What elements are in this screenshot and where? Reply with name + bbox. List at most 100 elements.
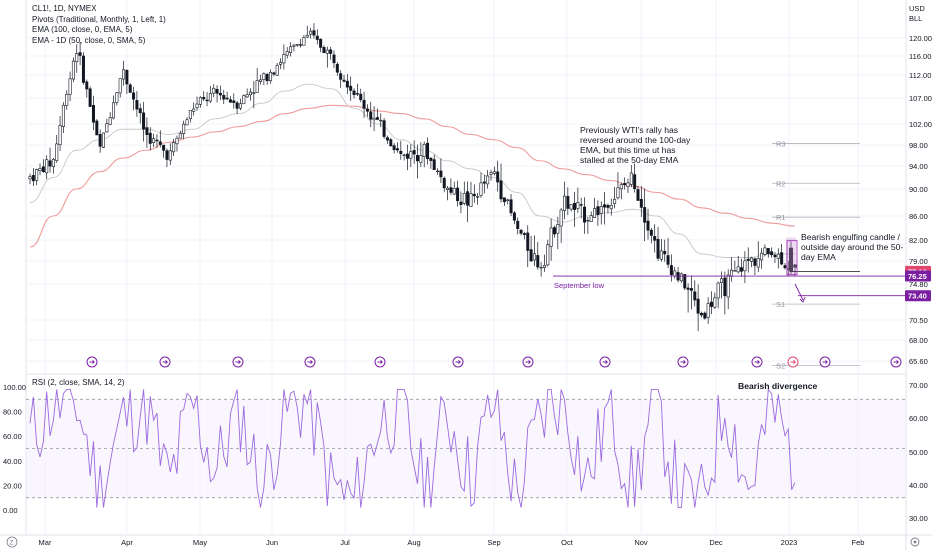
candle-body[interactable] <box>586 220 590 222</box>
candle-body[interactable] <box>609 204 613 210</box>
event-marker-icon[interactable] <box>787 356 799 368</box>
candle-body[interactable] <box>232 100 236 103</box>
candle-body[interactable] <box>730 269 734 277</box>
candle-body[interactable] <box>325 49 329 54</box>
candle-body[interactable] <box>138 108 142 114</box>
pivots-legend[interactable]: Pivots (Traditional, Monthly, 1, Left, 1… <box>32 14 166 24</box>
event-marker-icon[interactable] <box>86 356 98 368</box>
candle-body[interactable] <box>793 264 797 268</box>
candle-body[interactable] <box>395 148 399 151</box>
candle-body[interactable] <box>355 93 359 95</box>
candle-body[interactable] <box>245 94 249 98</box>
candle-body[interactable] <box>509 199 513 214</box>
candle-body[interactable] <box>669 265 673 275</box>
candle-body[interactable] <box>569 204 573 210</box>
candle-body[interactable] <box>399 150 403 154</box>
candle-body[interactable] <box>145 127 149 135</box>
candle-body[interactable] <box>282 54 286 64</box>
event-marker-icon[interactable] <box>232 356 244 368</box>
candle-body[interactable] <box>195 103 199 109</box>
candle-body[interactable] <box>128 84 132 93</box>
candle-body[interactable] <box>208 93 212 102</box>
candle-body[interactable] <box>492 171 496 174</box>
candle-body[interactable] <box>222 95 226 100</box>
candle-body[interactable] <box>770 251 774 256</box>
candle-body[interactable] <box>623 183 627 186</box>
event-marker-icon[interactable] <box>304 356 316 368</box>
candle-body[interactable] <box>616 187 620 199</box>
candle-body[interactable] <box>28 176 32 180</box>
candle-body[interactable] <box>352 90 356 95</box>
candle-body[interactable] <box>155 139 159 142</box>
event-marker-icon[interactable] <box>819 356 831 368</box>
candle-body[interactable] <box>522 233 526 235</box>
candle-body[interactable] <box>649 229 653 236</box>
candle-body[interactable] <box>726 274 730 298</box>
candle-body[interactable] <box>593 208 597 218</box>
candle-body[interactable] <box>419 155 423 163</box>
candle-body[interactable] <box>743 260 747 272</box>
candle-body[interactable] <box>289 46 293 53</box>
event-marker-icon[interactable] <box>159 356 171 368</box>
candle-body[interactable] <box>148 132 152 144</box>
candle-body[interactable] <box>673 270 677 277</box>
candle-body[interactable] <box>459 201 463 205</box>
candle-body[interactable] <box>760 252 764 261</box>
candle-body[interactable] <box>663 250 667 255</box>
candle-body[interactable] <box>335 63 339 73</box>
candle-body[interactable] <box>275 64 279 76</box>
candle-body[interactable] <box>542 265 546 268</box>
candle-body[interactable] <box>35 169 39 181</box>
candle-body[interactable] <box>175 137 179 145</box>
candle-body[interactable] <box>108 117 112 125</box>
candle-body[interactable] <box>198 97 202 105</box>
candle-body[interactable] <box>629 172 633 185</box>
event-marker-icon[interactable] <box>677 356 689 368</box>
candle-body[interactable] <box>218 92 222 96</box>
candle-body[interactable] <box>516 220 520 229</box>
candle-body[interactable] <box>188 110 192 119</box>
candle-body[interactable] <box>426 142 430 160</box>
candle-body[interactable] <box>88 88 92 107</box>
event-marker-icon[interactable] <box>452 356 464 368</box>
candle-body[interactable] <box>482 181 486 184</box>
event-markers[interactable] <box>86 356 902 368</box>
candle-body[interactable] <box>566 196 570 209</box>
candle-body[interactable] <box>309 30 313 35</box>
candle-body[interactable] <box>479 182 483 196</box>
candle-body[interactable] <box>165 150 169 160</box>
candle-body[interactable] <box>416 155 420 162</box>
candle-body[interactable] <box>436 170 440 173</box>
candle-body[interactable] <box>112 102 116 119</box>
candle-body[interactable] <box>456 187 460 202</box>
event-marker-icon[interactable] <box>374 356 386 368</box>
candle-body[interactable] <box>452 187 456 195</box>
candle-body[interactable] <box>322 47 326 54</box>
candle-body[interactable] <box>429 157 433 161</box>
event-marker-icon[interactable] <box>751 356 763 368</box>
candle-body[interactable] <box>392 145 396 150</box>
candle-body[interactable] <box>158 141 162 145</box>
candle-body[interactable] <box>78 52 82 56</box>
candle-body[interactable] <box>152 138 156 143</box>
candle-body[interactable] <box>405 153 409 159</box>
ema100-line[interactable] <box>29 104 796 248</box>
candle-body[interactable] <box>71 60 75 80</box>
candle-body[interactable] <box>613 199 617 204</box>
candle-body[interactable] <box>389 139 393 147</box>
candle-body[interactable] <box>228 99 232 103</box>
event-marker-icon[interactable] <box>890 356 902 368</box>
candle-body[interactable] <box>780 252 784 265</box>
candle-body[interactable] <box>38 167 42 171</box>
candle-body[interactable] <box>746 258 750 261</box>
candle-body[interactable] <box>539 266 543 269</box>
candle-body[interactable] <box>349 85 353 91</box>
candle-body[interactable] <box>562 195 566 211</box>
candle-body[interactable] <box>212 87 216 94</box>
candle-body[interactable] <box>178 133 182 139</box>
candle-body[interactable] <box>101 132 105 148</box>
candle-body[interactable] <box>225 97 229 100</box>
candle-body[interactable] <box>172 142 176 153</box>
candle-body[interactable] <box>472 193 476 197</box>
